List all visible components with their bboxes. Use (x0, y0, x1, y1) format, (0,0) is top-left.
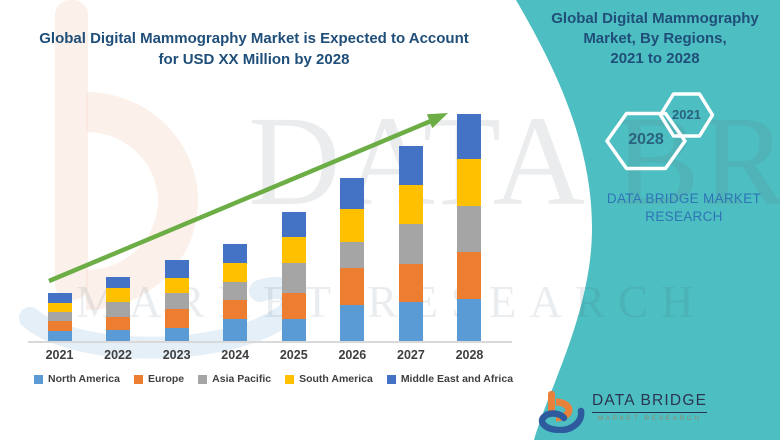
legend-swatch (198, 374, 208, 384)
bar-2028 (457, 114, 482, 341)
bar-segment (398, 146, 423, 185)
legend-label: Europe (147, 373, 185, 385)
x-axis-label: 2023 (162, 348, 191, 362)
legend-item-middle-east-and-africa: Middle East and Africa (386, 373, 514, 385)
chart-title: Global Digital Mammography Market is Exp… (0, 28, 508, 70)
x-axis-line (28, 341, 512, 343)
bar-segment (281, 212, 306, 237)
x-axis-label: 2021 (45, 348, 74, 362)
bar-segment (164, 293, 189, 309)
dbmr-logo-icon (538, 391, 585, 433)
bar-segment (281, 293, 306, 319)
bar-segment (340, 268, 365, 305)
bar-segment (106, 302, 131, 317)
bar-segment (164, 328, 189, 341)
bar-2023 (164, 260, 189, 341)
bar-segment (457, 114, 482, 159)
chart-title-line1: Global Digital Mammography Market is Exp… (39, 30, 469, 47)
dbmr-logo: DATA BRIDGE MARKET RESEARCH (536, 385, 708, 433)
bar-2024 (223, 244, 248, 341)
legend-swatch (285, 374, 295, 384)
x-axis-label: 2028 (455, 348, 484, 362)
sidebar-title: Global Digital Mammography Market, By Re… (545, 9, 765, 69)
legend-label: North America (48, 373, 120, 385)
bar-segment (47, 331, 72, 341)
legend-swatch (133, 374, 143, 384)
bar-2021 (47, 293, 72, 341)
sidebar-title-line2: Market, By Regions, (583, 30, 727, 47)
legend-swatch (34, 374, 43, 384)
bar-segment (106, 277, 131, 288)
legend-item-asia-pacific: Asia Pacific (198, 373, 271, 385)
sidebar-title-line1: Global Digital Mammography (551, 10, 759, 27)
bar-segment (164, 260, 189, 278)
bar-segment (47, 303, 72, 312)
bar-segment (281, 237, 306, 263)
bar-segment (47, 312, 72, 321)
bar-segment (223, 244, 248, 263)
bar-2026 (340, 178, 365, 341)
bar-segment (281, 319, 306, 341)
bar-segment (164, 278, 189, 293)
bar-segment (164, 309, 189, 328)
bar-segment (340, 305, 365, 341)
bar-segment (106, 288, 131, 302)
x-axis-label: 2024 (221, 348, 250, 362)
bar-segment (457, 159, 482, 206)
bar-segment (223, 300, 248, 319)
logo-name: DATA BRIDGE (592, 392, 708, 413)
bar-segment (340, 209, 365, 242)
legend-label: Asia Pacific (212, 373, 272, 385)
bar-segment (398, 224, 423, 264)
legend-label: South America (299, 373, 373, 385)
bar-segment (340, 178, 365, 209)
bar-segment (47, 321, 72, 331)
chart-title-line2: for USD XX Million by 2028 (158, 51, 350, 68)
bar-segment (398, 264, 423, 302)
hexagon-year-2021-label: 2021 (672, 107, 701, 122)
x-axis-label: 2025 (279, 348, 308, 362)
bar-segment (340, 242, 365, 268)
org-name: DATA BRIDGE MARKET RESEARCH (606, 191, 762, 224)
bar-segment (106, 317, 131, 330)
bar-segment (457, 299, 482, 341)
bar-segment (398, 302, 423, 341)
bar-2027 (398, 146, 423, 341)
x-axis-label: 2022 (104, 348, 132, 362)
legend-item-north-america: North America (34, 373, 120, 385)
legend-item-south-america: South America (285, 373, 373, 385)
bar-segment (398, 185, 423, 224)
bar-segment (457, 206, 482, 252)
bar-segment (223, 263, 248, 282)
legend-swatch (386, 374, 396, 384)
legend-label: Middle East and Africa (400, 373, 514, 385)
bar-segment (223, 319, 248, 341)
legend-item-europe: Europe (133, 373, 185, 385)
bar-segment (457, 252, 482, 299)
hexagon-year-2028-label: 2028 (628, 131, 664, 148)
bar-segment (281, 263, 306, 293)
sidebar-title-line3: 2021 to 2028 (610, 50, 700, 67)
bar-segment (47, 293, 72, 303)
logo-subtitle: MARKET RESEARCH (597, 415, 702, 422)
x-axis-label: 2026 (338, 348, 367, 362)
x-axis-label: 2027 (397, 348, 425, 362)
bar-segment (106, 330, 131, 341)
legend: North America Europe Asia Pacific South Ame… (34, 373, 514, 385)
bar-segment (223, 282, 248, 300)
bar-2025 (281, 212, 306, 341)
bar-2022 (106, 277, 131, 341)
